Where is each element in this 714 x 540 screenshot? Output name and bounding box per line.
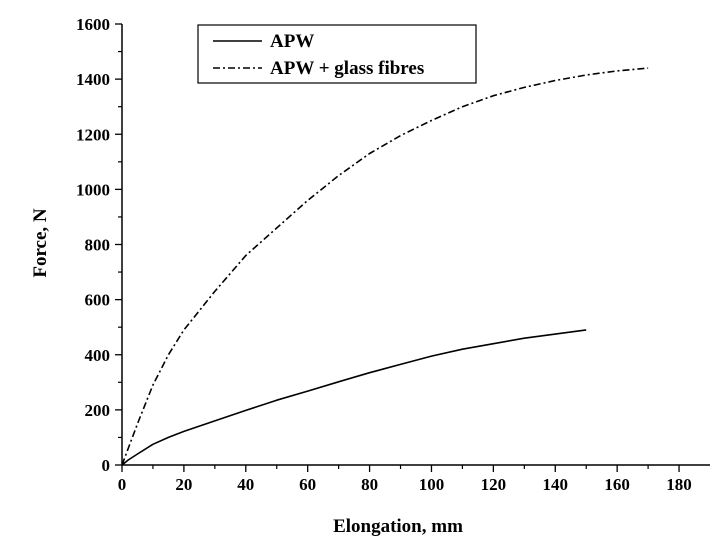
x-tick-label: 0 (118, 475, 127, 494)
y-tick-label: 0 (102, 456, 111, 475)
x-tick-label: 20 (175, 475, 192, 494)
series-layer (121, 67, 649, 466)
legend-box (197, 24, 477, 84)
plot-frame (121, 24, 710, 466)
series-line-apw (121, 329, 587, 466)
y-tick-label: 1400 (76, 70, 110, 89)
x-tick-label: 160 (604, 475, 630, 494)
legend-label-apw: APW (270, 31, 314, 52)
x-tick-label: 140 (543, 475, 569, 494)
x-tick-label: 180 (666, 475, 692, 494)
y-tick-label: 1600 (76, 15, 110, 34)
y-tick-label: 800 (85, 236, 111, 255)
x-tick-label: 100 (419, 475, 445, 494)
legend: APW APW + glass fibres (197, 24, 477, 84)
y-tick-label: 1200 (76, 125, 110, 144)
x-tick-label: 80 (361, 475, 378, 494)
x-axis-title: Elongation, mm (333, 516, 463, 537)
series-line-apw-glass (121, 67, 649, 466)
y-tick-label: 400 (85, 346, 111, 365)
x-tick-label: 60 (299, 475, 316, 494)
x-axis: 0 20 40 60 80 100 120 140 160 180 (118, 465, 692, 494)
y-axis-title: Force, N (30, 208, 51, 278)
y-axis: 0 200 400 600 800 1000 1200 1400 1600 (76, 15, 122, 475)
y-tick-label: 600 (85, 291, 111, 310)
legend-label-apw-glass: APW + glass fibres (270, 58, 424, 79)
x-tick-label: 120 (481, 475, 507, 494)
x-tick-label: 40 (237, 475, 254, 494)
y-tick-label: 1000 (76, 180, 110, 199)
y-tick-label: 200 (85, 401, 111, 420)
